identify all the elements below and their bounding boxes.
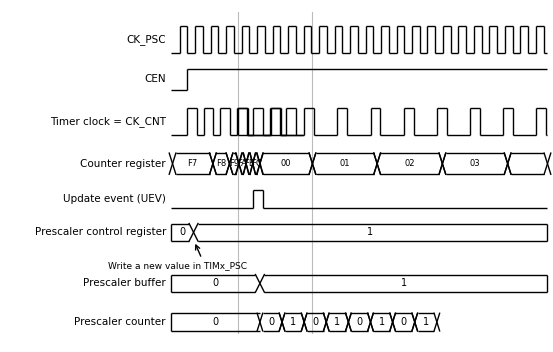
- Text: 01: 01: [340, 159, 350, 168]
- Text: F7: F7: [187, 159, 198, 168]
- Text: 00: 00: [281, 159, 291, 168]
- Text: 0: 0: [268, 317, 274, 327]
- Text: 0: 0: [179, 227, 186, 237]
- Text: FC: FC: [251, 159, 262, 168]
- Text: 1: 1: [422, 317, 429, 327]
- Text: 03: 03: [469, 159, 481, 168]
- Text: Write a new value in TIMx_PSC: Write a new value in TIMx_PSC: [108, 261, 247, 270]
- Text: FA: FA: [238, 159, 247, 168]
- Text: 0: 0: [312, 317, 319, 327]
- Text: Update event (UEV): Update event (UEV): [63, 194, 166, 204]
- Text: 1: 1: [290, 317, 296, 327]
- Text: F9: F9: [229, 159, 239, 168]
- Text: FB: FB: [244, 159, 255, 168]
- Text: Timer clock = CK_CNT: Timer clock = CK_CNT: [50, 116, 166, 127]
- Text: 0: 0: [212, 278, 219, 288]
- Text: 1: 1: [378, 317, 385, 327]
- Text: Prescaler control register: Prescaler control register: [34, 227, 166, 237]
- Text: 02: 02: [405, 159, 415, 168]
- Text: Prescaler counter: Prescaler counter: [75, 317, 166, 327]
- Text: CEN: CEN: [144, 74, 166, 84]
- Text: F8: F8: [216, 159, 226, 168]
- Text: Counter register: Counter register: [80, 159, 166, 169]
- Text: 0: 0: [212, 317, 219, 327]
- Text: Prescaler buffer: Prescaler buffer: [83, 278, 166, 288]
- Text: 1: 1: [334, 317, 341, 327]
- Text: 0: 0: [356, 317, 363, 327]
- Text: CK_PSC: CK_PSC: [126, 34, 166, 45]
- Text: 0: 0: [400, 317, 407, 327]
- Text: 1: 1: [367, 227, 374, 237]
- Text: 1: 1: [400, 278, 407, 288]
